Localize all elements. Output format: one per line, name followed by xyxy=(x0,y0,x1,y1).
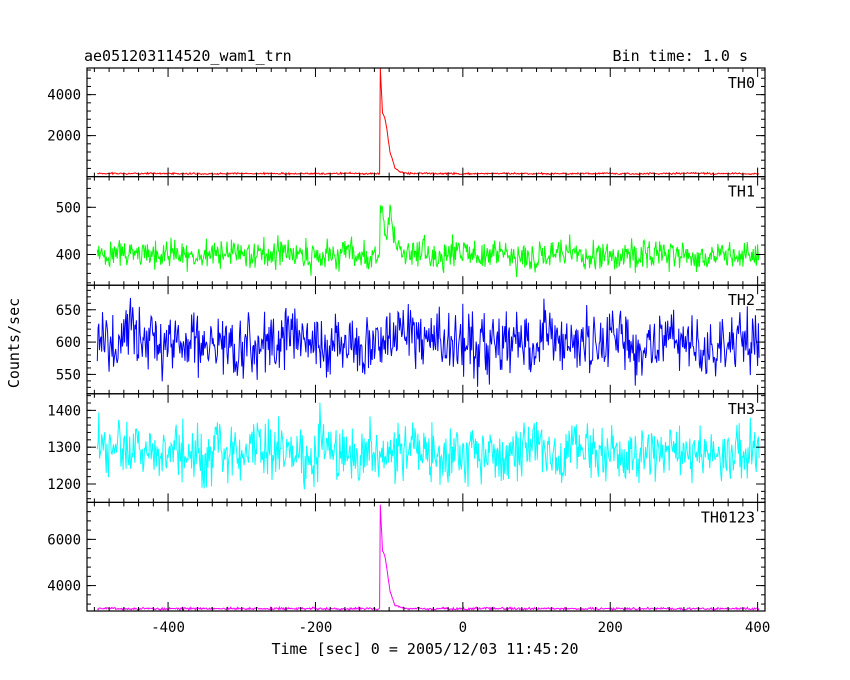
panels-group: 20004000TH0400500TH1550600650TH212001300… xyxy=(47,67,770,636)
panel-frame xyxy=(86,501,766,612)
panel-th0: 2000 4000 TH0 xyxy=(47,67,766,178)
y-tick-label: 6000 xyxy=(47,532,81,548)
chart-title: ae051203114520_wam1_trn xyxy=(84,47,292,65)
y-tick-label: 550 xyxy=(56,367,81,383)
y-tick-label: 1200 xyxy=(47,477,81,493)
panel-th0123: 4000 6000 TH0123 xyxy=(47,501,766,612)
panel-label: TH3 xyxy=(728,400,755,418)
y-tick-label: 1300 xyxy=(47,440,81,456)
y-tick-label: 1400 xyxy=(47,403,81,419)
x-tick-label: -400 xyxy=(151,620,185,636)
x-tick-label: 200 xyxy=(598,620,623,636)
series-line-th1 xyxy=(96,204,760,278)
x-axis-label: Time [sec] 0 = 2005/12/03 11:45:20 xyxy=(271,640,578,658)
y-tick-label: 600 xyxy=(56,335,81,351)
series-line-th2 xyxy=(96,297,760,387)
y-axis-label: Counts/sec xyxy=(5,298,23,388)
panel-label: TH1 xyxy=(728,183,755,201)
panel-th1: 400 500 TH1 xyxy=(56,176,766,286)
panel-frame xyxy=(86,67,766,178)
y-tick-label: 4000 xyxy=(47,88,81,104)
series-line-th3 xyxy=(96,402,760,490)
x-tick-label: -200 xyxy=(299,620,333,636)
y-tick-label: 4000 xyxy=(47,579,81,595)
y-tick-label: 400 xyxy=(56,248,81,264)
y-tick-label: 500 xyxy=(56,200,81,216)
panel-label: TH0 xyxy=(728,74,755,92)
panel-th3: 1200 1300 1400 TH3 xyxy=(47,393,766,503)
panel-frame xyxy=(86,176,766,286)
panel-frame xyxy=(86,284,766,395)
y-tick-label: 2000 xyxy=(47,129,81,145)
panel-label: TH2 xyxy=(728,291,755,309)
chart-subtitle: Bin time: 1.0 s xyxy=(613,47,748,65)
series-line-th0 xyxy=(97,68,760,176)
x-tick-label: 400 xyxy=(745,620,770,636)
panel-label: TH0123 xyxy=(701,508,755,526)
x-tick-label: 0 xyxy=(459,620,467,636)
y-tick-label: 650 xyxy=(56,303,81,319)
panel-th2: 550 600 650 TH2 xyxy=(56,284,766,395)
series-line-th0123 xyxy=(96,504,760,611)
